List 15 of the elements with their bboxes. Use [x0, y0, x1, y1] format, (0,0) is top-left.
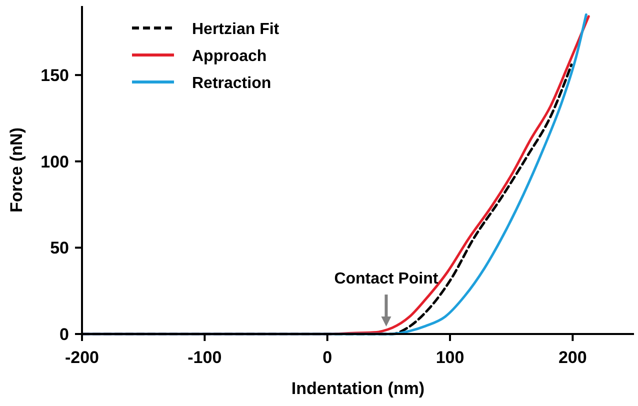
x-axis-title: Indentation (nm) [291, 379, 425, 398]
y-tick-label: 0 [60, 325, 69, 344]
y-tick-label: 100 [40, 152, 69, 172]
y-tick-label: 50 [50, 238, 69, 258]
legend-label: Retraction [192, 75, 272, 92]
annotation: Contact Point [334, 270, 439, 288]
y-tick-label: 150 [40, 66, 69, 86]
x-tick-label: -200 [64, 348, 100, 367]
x-tick-label: 200 [558, 348, 587, 367]
legend-label: Approach [192, 48, 267, 65]
x-tick-label: 100 [436, 348, 464, 367]
x-tick-label: 0 [322, 348, 332, 367]
legend-label: Hertzian Fit [192, 21, 280, 38]
y-axis-title: Force (nN) [7, 128, 26, 212]
x-tick-label: -100 [188, 348, 222, 367]
